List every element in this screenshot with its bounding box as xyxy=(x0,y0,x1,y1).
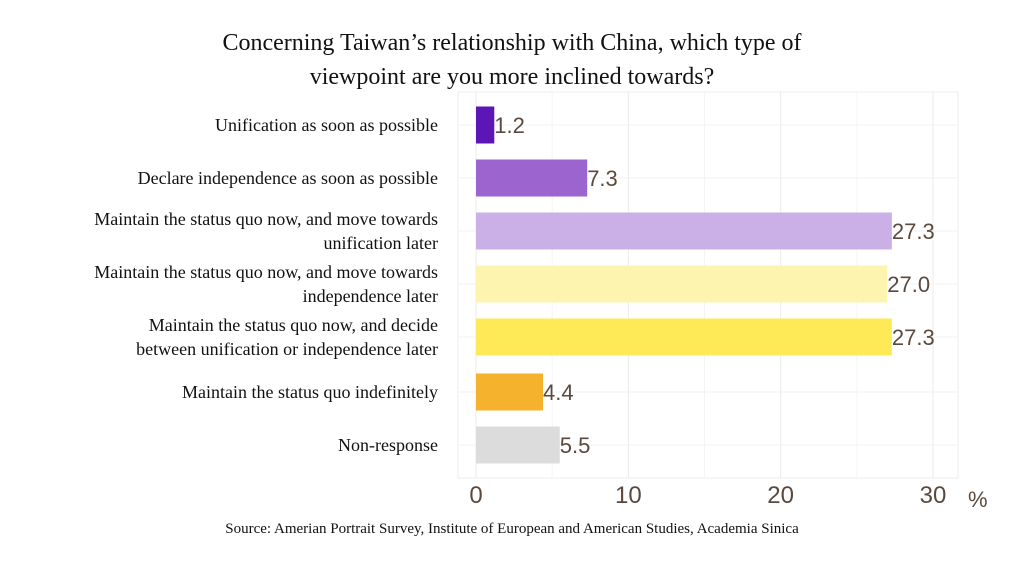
bar xyxy=(476,373,544,411)
source-note: Source: Amerian Portrait Survey, Institu… xyxy=(225,521,799,537)
value-label: 1.2 xyxy=(494,113,525,138)
category-label: Maintain the status quo now, and decide b… xyxy=(136,315,438,359)
category-label-line: between unification or independence late… xyxy=(136,339,438,359)
value-label: 5.5 xyxy=(560,433,591,458)
category-label-line: Maintain the status quo now, and move to… xyxy=(94,262,438,282)
category-label: Maintain the status quo indefinitely xyxy=(182,382,438,402)
bar xyxy=(476,159,588,197)
bar xyxy=(476,318,892,356)
category-label: Unification as soon as possible xyxy=(215,115,438,135)
x-tick-label: 30 xyxy=(920,482,947,509)
value-label: 27.0 xyxy=(887,272,930,297)
category-label-line: Maintain the status quo now, and move to… xyxy=(94,209,438,229)
category-label: Maintain the status quo now, and move to… xyxy=(94,262,438,306)
x-tick-label: 0 xyxy=(469,482,482,509)
category-label-line: unification later xyxy=(324,233,438,253)
category-label: Maintain the status quo now, and move to… xyxy=(94,209,438,253)
chart-title: Concerning Taiwan’s relationship with Ch… xyxy=(0,26,1024,94)
category-label-line: Unification as soon as possible xyxy=(215,115,438,135)
chart-title-line-2: viewpoint are you more inclined towards? xyxy=(309,64,715,90)
bar xyxy=(476,265,888,303)
bar xyxy=(476,426,560,464)
category-label-line: Maintain the status quo now, and decide xyxy=(149,315,438,335)
category-label-line: Non-response xyxy=(338,435,438,455)
category-label-line: Maintain the status quo indefinitely xyxy=(182,382,438,402)
value-label: 27.3 xyxy=(892,325,935,350)
bar xyxy=(476,212,892,250)
value-label: 4.4 xyxy=(543,380,574,405)
x-tick-label: 20 xyxy=(767,482,794,509)
bar xyxy=(476,106,495,144)
chart-title-line-1: Concerning Taiwan’s relationship with Ch… xyxy=(222,30,802,56)
value-label: 27.3 xyxy=(892,219,935,244)
x-unit-label: % xyxy=(968,487,988,512)
x-tick-label: 10 xyxy=(615,482,642,509)
category-label-line: Declare independence as soon as possible xyxy=(138,168,438,188)
value-label: 7.3 xyxy=(587,166,618,191)
category-label-line: independence later xyxy=(303,286,438,306)
category-label: Non-response xyxy=(338,435,438,455)
category-label: Declare independence as soon as possible xyxy=(138,168,438,188)
